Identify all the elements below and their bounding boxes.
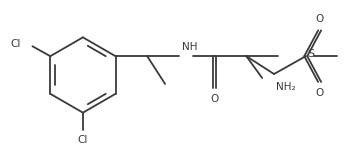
Text: NH: NH: [182, 42, 197, 52]
Text: S: S: [308, 49, 315, 59]
Text: Cl: Cl: [10, 39, 21, 49]
Text: Cl: Cl: [78, 135, 88, 145]
Text: O: O: [211, 94, 219, 104]
Text: NH₂: NH₂: [276, 82, 295, 92]
Text: O: O: [315, 14, 324, 24]
Text: O: O: [315, 88, 324, 98]
